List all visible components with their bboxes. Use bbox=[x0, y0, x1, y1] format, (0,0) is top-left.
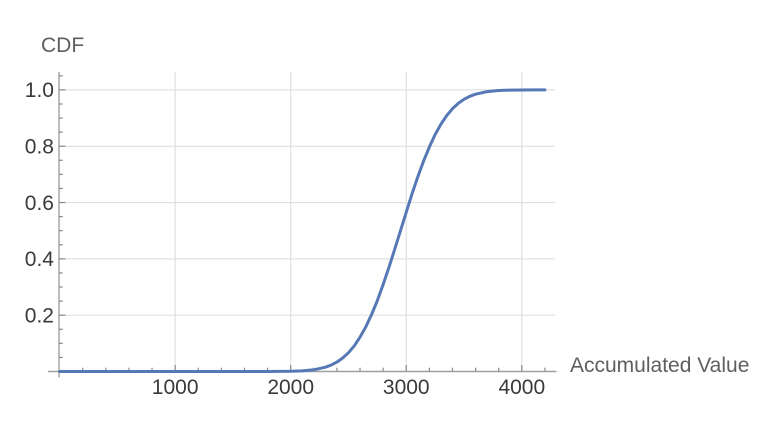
y-tick-label: 0.6 bbox=[25, 192, 54, 215]
y-tick-label: 0.8 bbox=[25, 136, 54, 159]
y-tick-label: 0.4 bbox=[25, 248, 55, 271]
y-tick-label: 0.2 bbox=[25, 304, 54, 327]
x-tick-label: 3000 bbox=[383, 376, 430, 399]
x-tick-label: 4000 bbox=[498, 376, 545, 399]
x-axis-title: Accumulated Value bbox=[570, 354, 750, 377]
x-tick-label: 2000 bbox=[267, 376, 314, 399]
x-tick-label: 1000 bbox=[152, 376, 199, 399]
y-axis-title: CDF bbox=[41, 34, 85, 57]
cdf-curve bbox=[58, 88, 547, 373]
y-tick-label: 1.0 bbox=[25, 79, 54, 102]
